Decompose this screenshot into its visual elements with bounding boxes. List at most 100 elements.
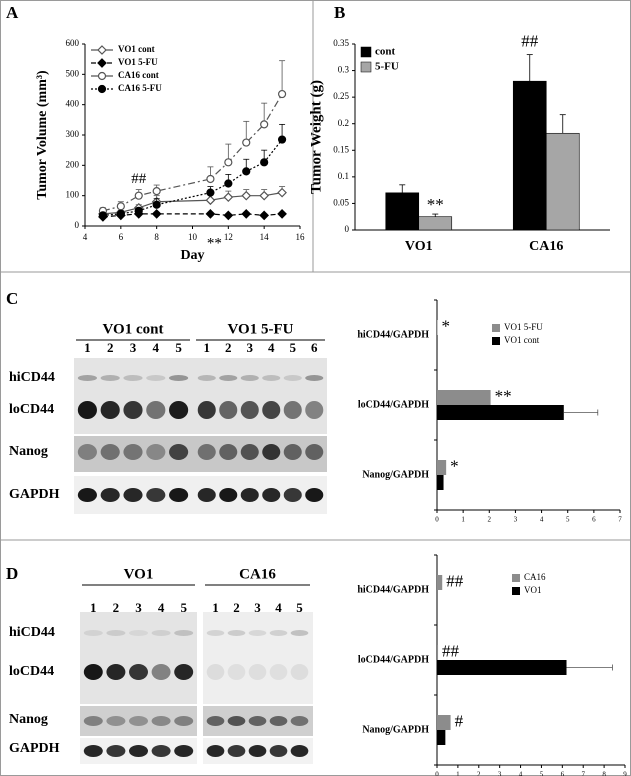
- blot-row-label: hiCD44: [9, 370, 55, 385]
- marker: [277, 209, 287, 219]
- x-tick-label: 6: [119, 232, 124, 242]
- bar: [437, 405, 564, 420]
- x-tick-label: 4: [519, 771, 523, 776]
- blot-band: [100, 375, 120, 381]
- legend-label: VO1 5-FU: [118, 57, 158, 67]
- bar: [545, 132, 580, 231]
- blot-row-label: hiCD44: [9, 625, 55, 640]
- blot-band: [129, 716, 148, 726]
- lane-number: 4: [158, 600, 165, 615]
- series-line: [102, 139, 283, 216]
- blot-band: [240, 375, 259, 381]
- bar: [437, 730, 446, 745]
- y-tick-label: 0.05: [333, 197, 349, 207]
- blot-image: [74, 358, 327, 434]
- lane-number: 2: [107, 340, 114, 355]
- bar: [385, 192, 420, 231]
- marker: [116, 202, 125, 211]
- y-axis-label: Tumor Weight (g): [308, 80, 324, 194]
- lane-number: 1: [204, 340, 211, 355]
- x-tick-label: 2: [488, 516, 492, 524]
- blot-band: [197, 401, 216, 419]
- legend-label: cont: [375, 46, 396, 58]
- y-tick-label: 0.3: [338, 65, 350, 75]
- marker: [259, 210, 270, 221]
- marker: [241, 209, 252, 219]
- blot-band: [206, 716, 225, 726]
- blot-band: [219, 401, 238, 419]
- blot-band: [269, 716, 288, 726]
- blot-band: [269, 745, 288, 757]
- blot-band: [123, 444, 143, 460]
- blot-band: [206, 630, 225, 636]
- blot-band: [290, 630, 309, 636]
- marker: [242, 167, 251, 176]
- blot-band: [106, 745, 126, 757]
- blot-row-label: Nanog: [9, 712, 48, 727]
- bar: [437, 320, 438, 335]
- blot-group-label: VO1: [124, 566, 154, 582]
- marker: [206, 174, 215, 184]
- x-tick-label: 12: [224, 232, 233, 242]
- marker: [241, 190, 252, 201]
- y-tick-label: loCD44/GAPDH: [358, 654, 429, 665]
- lane-number: 3: [135, 600, 142, 615]
- x-tick-label: 6: [592, 516, 596, 524]
- blot-band: [197, 488, 216, 502]
- blot-image: [203, 612, 313, 704]
- blot-band: [129, 745, 148, 757]
- y-tick-label: 0.35: [333, 38, 349, 48]
- annotation: *: [450, 456, 459, 475]
- series-line: [102, 93, 283, 212]
- blot-band: [77, 375, 97, 381]
- marker: [277, 187, 287, 198]
- blot-band: [100, 444, 120, 460]
- marker: [259, 190, 270, 201]
- lane-number: 1: [212, 600, 219, 615]
- y-tick-label: 400: [66, 99, 80, 109]
- lane-number: 4: [153, 340, 160, 355]
- blot-row-label: Nanog: [9, 444, 48, 459]
- blot-band: [262, 444, 281, 460]
- blot-band: [305, 401, 324, 419]
- legend-marker: [97, 84, 107, 94]
- y-tick-label: 0.25: [333, 91, 349, 101]
- legend-swatch: [360, 46, 372, 58]
- annotation: ##: [446, 571, 464, 590]
- blot-band: [227, 716, 246, 726]
- blot-band: [305, 375, 324, 381]
- blot-band: [240, 444, 259, 460]
- blot-band: [290, 664, 309, 680]
- blot-band: [283, 488, 302, 502]
- legend-label: VO1 cont: [504, 335, 540, 345]
- blot-band: [174, 716, 194, 726]
- lane-number: 1: [84, 340, 91, 355]
- lane-number: 3: [247, 340, 254, 355]
- panel-label: C: [6, 289, 18, 308]
- lane-number: 5: [290, 340, 297, 355]
- blot-band: [269, 664, 288, 680]
- blot-row-label: loCD44: [9, 664, 54, 679]
- lane-number: 6: [311, 340, 318, 355]
- marker: [206, 188, 215, 197]
- marker: [260, 120, 269, 129]
- x-tick-label: CA16: [529, 239, 563, 254]
- x-tick-label: 1: [456, 771, 460, 776]
- bar: [437, 575, 443, 590]
- y-tick-label: 100: [66, 190, 80, 200]
- y-tick-label: 600: [66, 38, 80, 48]
- blot-band: [283, 375, 302, 381]
- blot-band: [219, 488, 238, 502]
- blot-band: [262, 401, 281, 419]
- legend-marker: [97, 45, 107, 55]
- x-tick-label: 5: [566, 516, 570, 524]
- legend-swatch: [492, 337, 500, 345]
- series-line: [102, 192, 283, 215]
- blot-group-label: VO1 cont: [103, 321, 164, 337]
- blot-band: [106, 664, 126, 680]
- x-tick-label: 14: [260, 232, 270, 242]
- blot-band: [248, 664, 267, 680]
- blot-band: [129, 630, 148, 636]
- y-tick-label: 500: [66, 68, 80, 78]
- blot-band: [305, 488, 324, 502]
